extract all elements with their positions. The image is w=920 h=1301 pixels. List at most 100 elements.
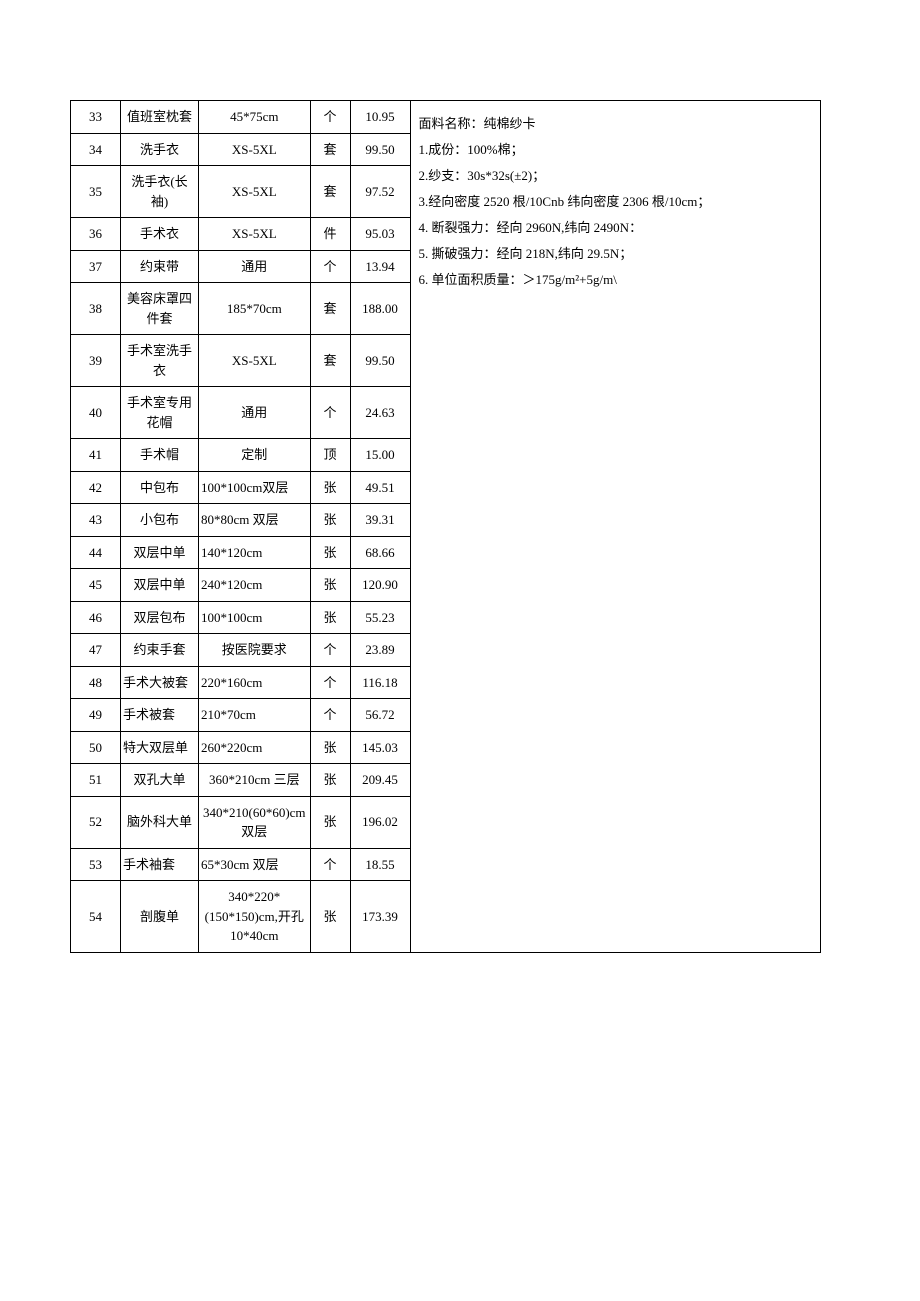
product-price: 68.66 (350, 536, 410, 569)
product-name: 手术室专用花帽 (121, 387, 199, 439)
product-spec: 80*80cm 双层 (199, 504, 311, 537)
description-line: 1.成份：100%棉； (419, 137, 812, 163)
product-unit: 套 (310, 133, 350, 166)
table-row: 46双层包布100*100cm张55.23 (71, 601, 411, 634)
row-index: 47 (71, 634, 121, 667)
product-unit: 套 (310, 166, 350, 218)
row-index: 37 (71, 250, 121, 283)
product-unit: 张 (310, 471, 350, 504)
product-spec: 360*210cm 三层 (199, 764, 311, 797)
product-spec: 220*160cm (199, 666, 311, 699)
product-price: 120.90 (350, 569, 410, 602)
product-name: 洗手衣(长袖) (121, 166, 199, 218)
product-unit: 个 (310, 666, 350, 699)
product-name: 约束手套 (121, 634, 199, 667)
table-row: 51双孔大单360*210cm 三层张209.45 (71, 764, 411, 797)
product-spec: 260*220cm (199, 731, 311, 764)
product-unit: 张 (310, 796, 350, 848)
product-name: 约束带 (121, 250, 199, 283)
row-index: 41 (71, 439, 121, 472)
row-index: 50 (71, 731, 121, 764)
product-price: 97.52 (350, 166, 410, 218)
table-row: 34洗手衣XS-5XL套99.50 (71, 133, 411, 166)
product-price: 18.55 (350, 848, 410, 881)
table-row: 41手术帽定制顶15.00 (71, 439, 411, 472)
product-name: 手术袖套 (121, 848, 199, 881)
table-row: 38美容床罩四件套185*70cm套188.00 (71, 283, 411, 335)
product-name: 中包布 (121, 471, 199, 504)
product-name: 手术大被套 (121, 666, 199, 699)
description-line: 4. 断裂强力：经向 2960N,纬向 2490N： (419, 215, 812, 241)
product-name: 脑外科大单 (121, 796, 199, 848)
row-index: 40 (71, 387, 121, 439)
product-price: 99.50 (350, 335, 410, 387)
product-price: 95.03 (350, 218, 410, 251)
product-price: 55.23 (350, 601, 410, 634)
product-spec: 45*75cm (199, 101, 311, 134)
product-table: 33值班室枕套45*75cm个10.9534洗手衣XS-5XL套99.5035洗… (70, 100, 411, 953)
product-name: 双孔大单 (121, 764, 199, 797)
product-name: 手术被套 (121, 699, 199, 732)
product-name: 手术室洗手衣 (121, 335, 199, 387)
description-line: 2.纱支：30s*32s(±2)； (419, 163, 812, 189)
row-index: 52 (71, 796, 121, 848)
product-spec: 340*220*(150*150)cm,开孔10*40cm (199, 881, 311, 953)
table-row: 37约束带通用个13.94 (71, 250, 411, 283)
product-spec: 通用 (199, 250, 311, 283)
product-unit: 顶 (310, 439, 350, 472)
product-spec: 通用 (199, 387, 311, 439)
table-row: 44双层中单140*120cm张68.66 (71, 536, 411, 569)
table-row: 49手术被套210*70cm个56.72 (71, 699, 411, 732)
table-row: 54剖腹单340*220*(150*150)cm,开孔10*40cm张173.3… (71, 881, 411, 953)
row-index: 43 (71, 504, 121, 537)
table-row: 33值班室枕套45*75cm个10.95 (71, 101, 411, 134)
table-row: 43小包布80*80cm 双层张39.31 (71, 504, 411, 537)
row-index: 44 (71, 536, 121, 569)
row-index: 33 (71, 101, 121, 134)
page-content: 33值班室枕套45*75cm个10.9534洗手衣XS-5XL套99.5035洗… (70, 100, 850, 953)
product-spec: 240*120cm (199, 569, 311, 602)
product-price: 196.02 (350, 796, 410, 848)
product-name: 美容床罩四件套 (121, 283, 199, 335)
product-spec: XS-5XL (199, 133, 311, 166)
product-price: 173.39 (350, 881, 410, 953)
product-spec: 100*100cm (199, 601, 311, 634)
product-name: 双层包布 (121, 601, 199, 634)
product-unit: 张 (310, 731, 350, 764)
product-unit: 张 (310, 569, 350, 602)
product-unit: 个 (310, 101, 350, 134)
description-line: 3.经向密度 2520 根/10Cnb 纬向密度 2306 根/10cm； (419, 189, 812, 215)
product-spec: 185*70cm (199, 283, 311, 335)
row-index: 36 (71, 218, 121, 251)
product-spec: 100*100cm双层 (199, 471, 311, 504)
product-name: 双层中单 (121, 569, 199, 602)
table-row: 50特大双层单260*220cm张145.03 (71, 731, 411, 764)
table-row: 40手术室专用花帽通用个24.63 (71, 387, 411, 439)
row-index: 54 (71, 881, 121, 953)
product-spec: 定制 (199, 439, 311, 472)
row-index: 48 (71, 666, 121, 699)
product-price: 209.45 (350, 764, 410, 797)
product-price: 23.89 (350, 634, 410, 667)
product-price: 24.63 (350, 387, 410, 439)
product-spec: XS-5XL (199, 166, 311, 218)
product-price: 13.94 (350, 250, 410, 283)
table-row: 52脑外科大单340*210(60*60)cm 双层张196.02 (71, 796, 411, 848)
row-index: 39 (71, 335, 121, 387)
product-name: 双层中单 (121, 536, 199, 569)
product-price: 10.95 (350, 101, 410, 134)
description-line: 面料名称：纯棉纱卡 (419, 111, 812, 137)
row-index: 51 (71, 764, 121, 797)
product-price: 188.00 (350, 283, 410, 335)
table-row: 53手术袖套65*30cm 双层个18.55 (71, 848, 411, 881)
product-name: 剖腹单 (121, 881, 199, 953)
row-index: 42 (71, 471, 121, 504)
product-name: 小包布 (121, 504, 199, 537)
product-price: 39.31 (350, 504, 410, 537)
product-spec: XS-5XL (199, 218, 311, 251)
product-price: 56.72 (350, 699, 410, 732)
product-unit: 张 (310, 881, 350, 953)
product-spec: 140*120cm (199, 536, 311, 569)
product-price: 15.00 (350, 439, 410, 472)
description-line: 6. 单位面积质量：＞175g/m²+5g/m\ (419, 267, 812, 293)
